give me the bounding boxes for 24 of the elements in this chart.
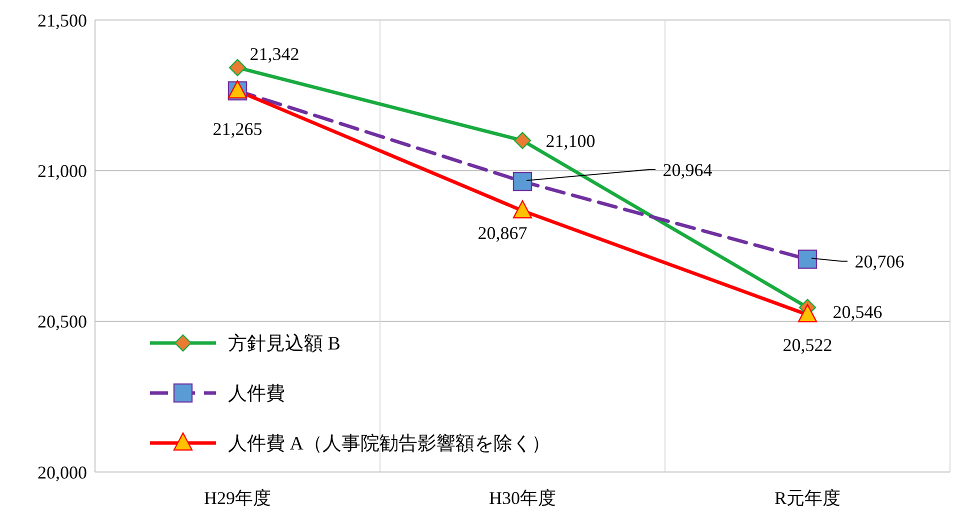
- y-tick-label: 21,000: [38, 160, 87, 181]
- legend-label: 人件費 A（人事院勧告影響額を除く）: [228, 434, 550, 455]
- x-tick-label: H30年度: [489, 488, 556, 508]
- legend-label: 人件費: [228, 384, 285, 405]
- point: [798, 304, 818, 322]
- x-tick-label: R元年度: [774, 488, 841, 508]
- data-label: 21,100: [546, 130, 596, 151]
- data-label: 20,706: [854, 252, 904, 272]
- point: [514, 132, 532, 150]
- legend-label: 方針見込額 B: [228, 332, 340, 355]
- point: [228, 59, 246, 76]
- point: [512, 200, 532, 218]
- y-tick-label: 21,500: [38, 10, 87, 30]
- y-tick-label: 20,000: [38, 462, 87, 482]
- data-label: 21,265: [212, 119, 262, 140]
- data-label: 20,522: [782, 335, 832, 356]
- point: [798, 250, 818, 269]
- y-tick-label: 20,500: [38, 312, 87, 332]
- data-label: 21,342: [250, 44, 300, 64]
- point: [512, 172, 532, 192]
- data-label: 20,867: [478, 223, 528, 244]
- data-label: 20,964: [662, 160, 712, 180]
- x-tick-label: H29年度: [204, 488, 271, 508]
- data-label: 20,546: [832, 302, 882, 322]
